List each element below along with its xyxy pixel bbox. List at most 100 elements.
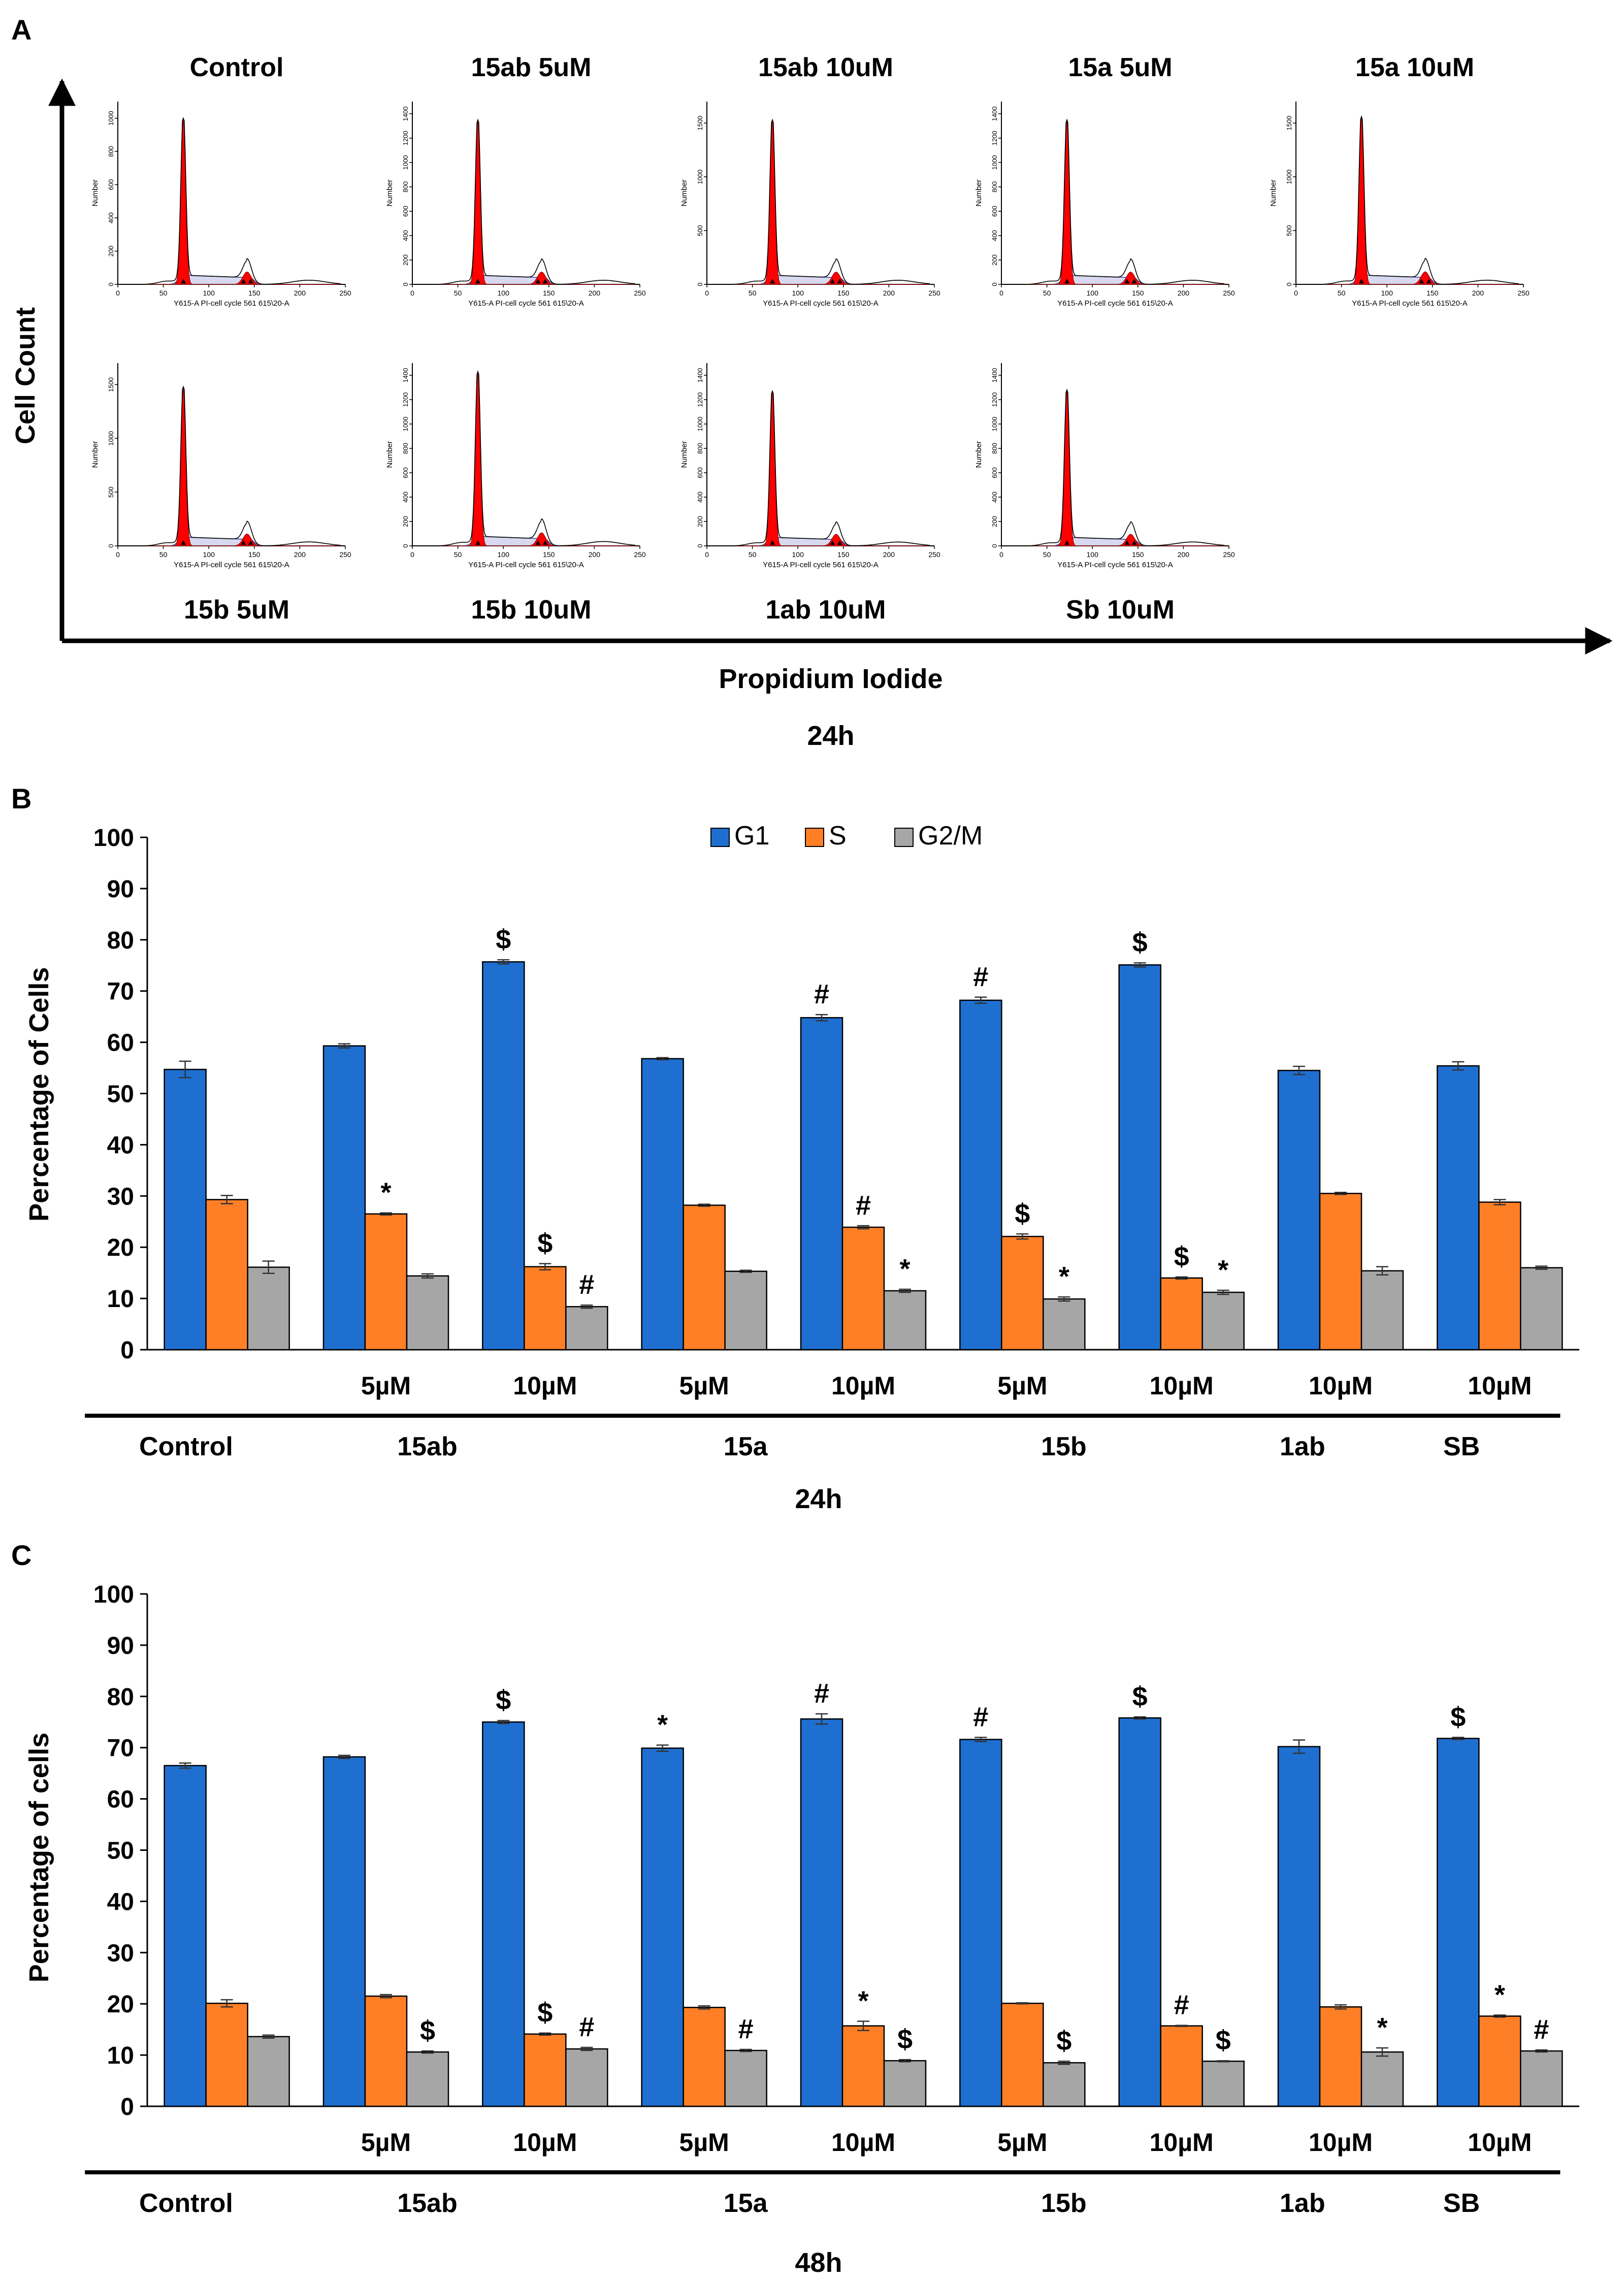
concentration-label: 10µM <box>831 2128 895 2157</box>
histogram-x-tick-label: 250 <box>339 550 351 559</box>
histogram-y-tick-label: 1000 <box>696 170 704 184</box>
histogram-0-1: 15ab 5uM 0 200 400 600 800 1000 1200 1400 0 50 100 1… <box>385 53 646 308</box>
histogram-y-tick-label: 200 <box>107 246 115 257</box>
histogram-y-title: Number <box>91 179 100 206</box>
histogram-x-tick-label: 50 <box>1338 289 1346 297</box>
histogram-x-tick-label: 0 <box>410 550 414 559</box>
significance-marker: $ <box>897 2024 913 2055</box>
concentration-label: 10µM <box>1309 1372 1373 1400</box>
bar-G2M-1 <box>406 2051 449 2107</box>
gate-marker <box>830 279 835 283</box>
histogram-y-tick-label: 400 <box>696 492 704 503</box>
histogram-0-4: 15a 10uM 0 500 1000 1500 0 50 100 150 200 250 Numbe… <box>1269 53 1530 308</box>
concentration-label: 10µM <box>513 1372 577 1400</box>
bar-G2M-5 <box>1043 1298 1086 1351</box>
bar-G1-7 <box>1277 1069 1321 1351</box>
histogram-outline <box>734 389 930 546</box>
histogram-x-tick-label: 50 <box>749 289 757 297</box>
g2-peak <box>1028 534 1224 546</box>
histogram-0-0: Control 0 200 400 600 800 1000 0 50 100 150 200 250 N… <box>91 53 351 308</box>
legend-swatch <box>894 828 914 847</box>
significance-marker: $ <box>420 2015 435 2046</box>
significance-marker: $ <box>1015 1198 1030 1229</box>
g2-peak <box>1323 271 1519 285</box>
histogram-y-title: Number <box>680 179 689 206</box>
bar-G2M-6 <box>1201 1291 1245 1351</box>
y-tick-label: 10 <box>107 2042 134 2069</box>
histogram-title: 15a 5uM <box>1068 53 1172 82</box>
histogram-outline <box>439 118 636 285</box>
bar-S-7 <box>1319 1193 1362 1351</box>
group-label: SB <box>1443 2189 1480 2218</box>
significance-marker: $ <box>1056 2026 1071 2056</box>
histogram-y-tick-label: 600 <box>696 467 704 478</box>
group-label: Control <box>139 2189 233 2218</box>
panel-c-chart: C Percentage of cells 48h 0 10 20 30 40 50 60 7… <box>11 1539 1579 2278</box>
histogram-y-tick-label: 600 <box>402 467 409 478</box>
y-tick-label: 20 <box>107 1991 134 2018</box>
gate-marker <box>770 540 775 545</box>
bar-G1-7 <box>1277 1746 1321 2107</box>
histogram-y-tick-label: 0 <box>1285 282 1293 286</box>
histogram-x-tick-label: 50 <box>454 289 462 297</box>
histogram-x-tick-label: 100 <box>1381 289 1393 297</box>
histogram-y-tick-label: 0 <box>991 544 998 547</box>
histogram-y-tick-label: 600 <box>107 179 115 190</box>
histogram-x-tick-label: 50 <box>454 550 462 559</box>
concentration-label: 10µM <box>1150 1372 1214 1400</box>
histogram-outline <box>439 370 636 546</box>
histogram-x-tick-label: 200 <box>589 550 601 559</box>
histogram-x-title: Y615-A PI-cell cycle 561 615\20-A <box>763 299 879 308</box>
gate-marker <box>1131 540 1137 545</box>
bar-G1-4 <box>800 1718 843 2107</box>
histogram-x-tick-label: 100 <box>792 550 804 559</box>
gate-marker <box>248 279 253 283</box>
significance-marker: # <box>814 1678 829 1709</box>
group-label: 15ab <box>397 2189 458 2218</box>
g1-peak <box>1028 119 1224 285</box>
legend-swatch <box>710 828 730 847</box>
histogram-x-tick-label: 200 <box>1178 550 1190 559</box>
gate-marker <box>837 279 842 283</box>
bar-G1-3 <box>641 1058 684 1351</box>
histogram-y-tick-label: 0 <box>696 544 704 547</box>
significance-marker: # <box>738 2014 754 2044</box>
significance-marker: # <box>814 979 829 1009</box>
gate-marker <box>1124 540 1130 545</box>
bar-S-5 <box>1001 1235 1044 1351</box>
histogram-x-tick-label: 100 <box>498 289 510 297</box>
histogram-x-tick-label: 250 <box>339 289 351 297</box>
histogram-y-tick-label: 0 <box>991 282 998 286</box>
bar-S-8 <box>1478 1201 1521 1351</box>
histogram-outline <box>145 385 341 546</box>
concentration-label: 5µM <box>361 2128 411 2157</box>
y-tick-label: 30 <box>107 1940 134 1967</box>
concentration-label: 5µM <box>997 2128 1047 2157</box>
g2-peak <box>439 532 635 546</box>
g1-peak <box>734 391 930 546</box>
gate-marker <box>1064 540 1070 545</box>
histogram-y-tick-label: 0 <box>107 282 115 286</box>
group-label: SB <box>1443 1432 1480 1461</box>
y-tick-label: 100 <box>93 825 134 852</box>
significance-marker: $ <box>537 1228 553 1258</box>
y-tick-label: 50 <box>107 1081 134 1108</box>
bar-G2M-3 <box>724 2049 767 2107</box>
bar-G2M-7 <box>1360 2051 1404 2107</box>
y-tick-label: 50 <box>107 1838 134 1865</box>
significance-marker: # <box>1534 2014 1549 2045</box>
legend-swatch <box>805 828 824 847</box>
bar-G2M-3 <box>724 1270 767 1351</box>
histogram-y-title: Number <box>1269 179 1278 206</box>
histogram-x-title: Y615-A PI-cell cycle 561 615\20-A <box>174 561 289 569</box>
bar-G1-1 <box>322 1756 366 2107</box>
histogram-y-tick-label: 1500 <box>1285 116 1293 131</box>
histogram-x-tick-label: 200 <box>883 289 895 297</box>
histogram-y-title: Number <box>385 441 394 468</box>
histogram-y-tick-label: 800 <box>402 443 409 454</box>
gate-marker <box>830 540 835 545</box>
panel-a-y-label: Cell Count <box>10 307 41 444</box>
histogram-y-tick-label: 400 <box>991 230 998 241</box>
histogram-x-tick-label: 50 <box>159 289 168 297</box>
